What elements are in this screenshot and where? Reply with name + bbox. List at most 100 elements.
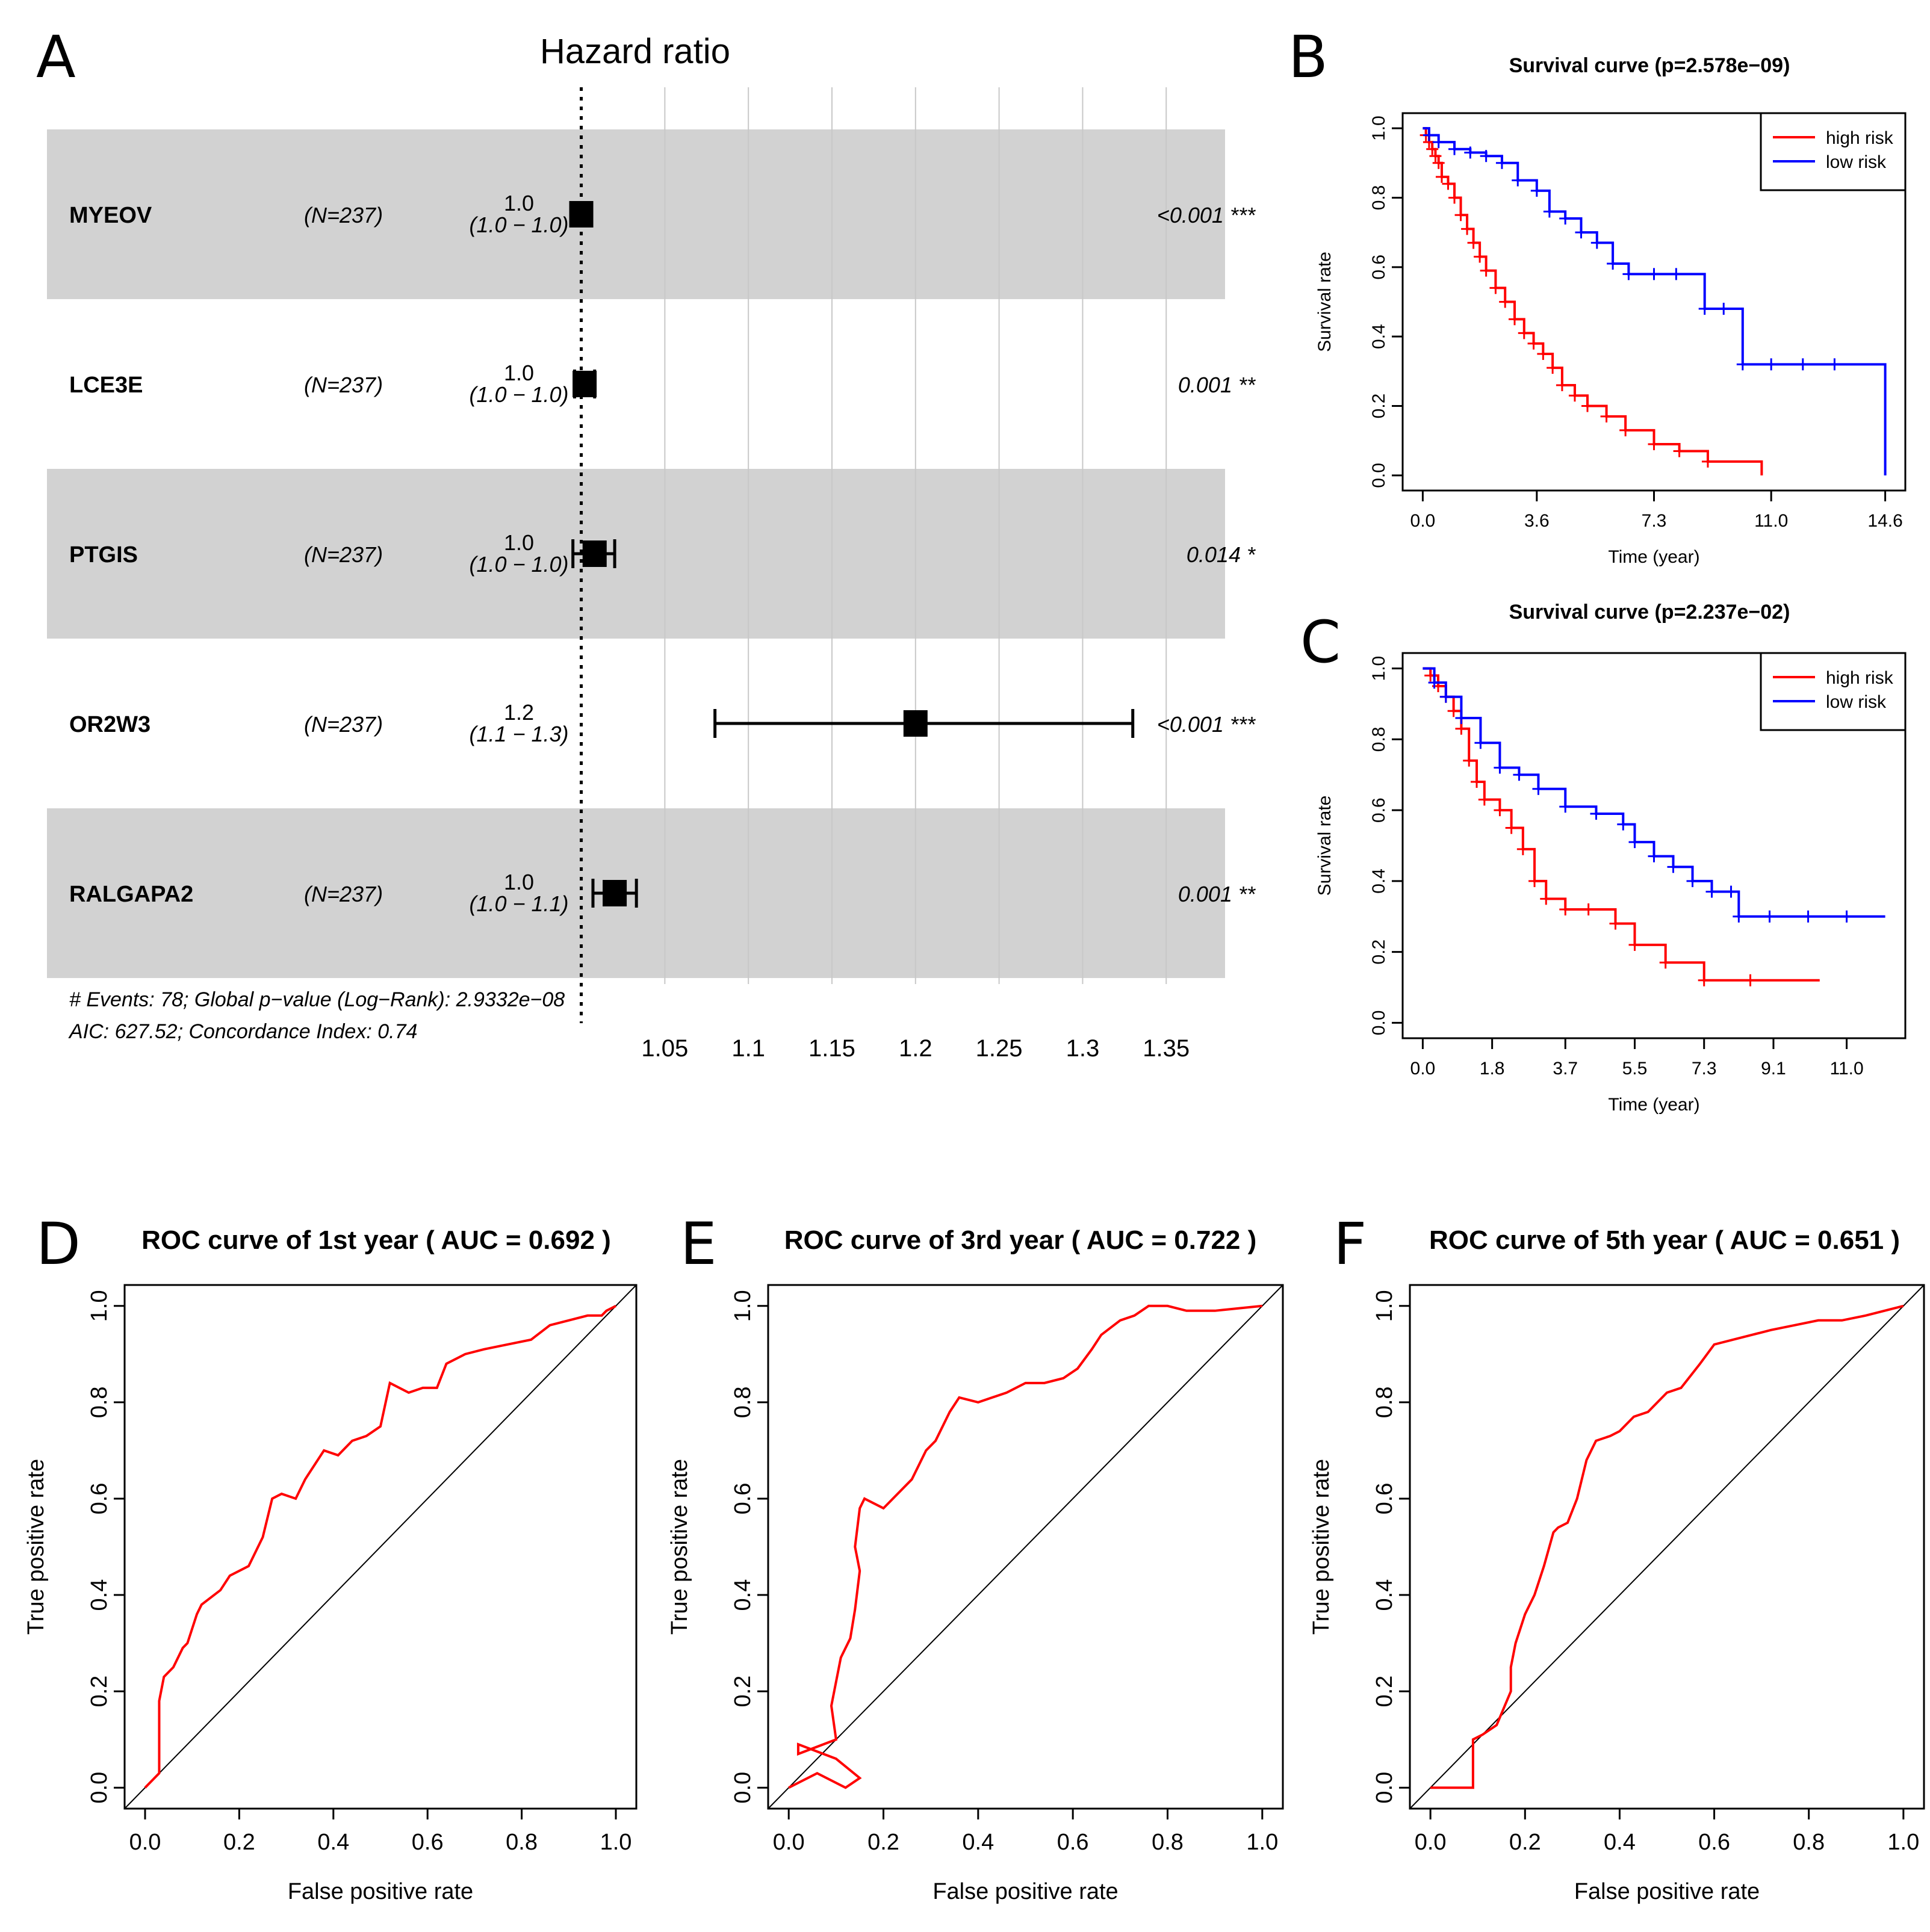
forest-gene-label: LCE3E [69, 373, 143, 398]
forest-title: Hazard ratio [540, 32, 730, 71]
y-tick-label: 0.2 [730, 1676, 756, 1708]
censor-mark [1590, 808, 1603, 820]
roc-diagonal-ext [124, 1787, 146, 1809]
forest-hr-marker [603, 880, 627, 906]
legend-label: low risk [1826, 692, 1887, 712]
censor-mark [1628, 938, 1641, 951]
censor-mark [1736, 358, 1749, 371]
x-tick-label: 0.4 [317, 1830, 349, 1855]
plot-title: ROC curve of 3rd year ( AUC = 0.722 ) [784, 1225, 1257, 1255]
censor-mark [1582, 903, 1595, 915]
censor-mark [1518, 327, 1530, 339]
censor-mark [1439, 690, 1452, 703]
forest-p-label: 0.001 ** [1178, 882, 1256, 906]
plot-frame [1401, 652, 1907, 1039]
forest-row: PTGIS (N=237) 1.0(1.0 − 1.0) 0.014 * [69, 530, 1256, 577]
x-tick-label: 0.2 [223, 1830, 255, 1855]
censor-mark [1547, 362, 1559, 374]
forest-x-tick-label: 1.1 [731, 1035, 765, 1062]
y-tick-label: 1.0 [730, 1290, 756, 1322]
panel-letter-c: C [1300, 608, 1341, 676]
forest-hr-marker [582, 540, 607, 567]
x-tick-label: 0.8 [506, 1830, 538, 1855]
censor-mark [1474, 737, 1487, 749]
censor-mark [1499, 296, 1512, 308]
panel-letter-e: E [680, 1210, 717, 1278]
censor-mark [1494, 761, 1506, 774]
roc-diagonal [144, 1305, 616, 1788]
forest-ci-label: (1.1 − 1.3) [469, 722, 568, 746]
x-tick-label: 1.8 [1480, 1059, 1505, 1079]
censor-mark [1513, 769, 1525, 781]
y-axis-label: Survival rate [1315, 252, 1335, 352]
y-tick-label: 0.2 [1369, 940, 1389, 965]
censor-mark [1686, 875, 1699, 887]
censor-mark [1698, 303, 1711, 315]
forest-p-label: 0.001 ** [1178, 373, 1256, 397]
censor-mark [1673, 445, 1686, 457]
censor-mark [1508, 313, 1521, 326]
forest-hr-marker [569, 201, 594, 228]
censor-mark [1530, 184, 1543, 197]
x-tick-label: 0.8 [1793, 1830, 1825, 1855]
x-tick-label: 0.0 [129, 1830, 161, 1855]
y-tick-label: 0.4 [1372, 1579, 1397, 1611]
legend-box [1760, 112, 1907, 191]
censor-mark [1590, 237, 1603, 249]
censor-mark [1840, 910, 1853, 923]
forest-hr-label: 1.0 [504, 361, 534, 385]
x-tick-label: 0.4 [1604, 1830, 1636, 1855]
censor-mark [1527, 337, 1540, 350]
forest-p-label: <0.001 *** [1157, 203, 1256, 228]
censor-mark [1744, 974, 1757, 986]
censor-mark [1648, 850, 1660, 862]
survival-plot-c: Survival curve (p=2.237e−02) 0.0 1.8 3.7 5.5… [1315, 601, 1907, 1115]
censor-mark [1442, 178, 1454, 190]
y-tick-label: 0.2 [1372, 1676, 1397, 1708]
forest-x-tick-label: 1.2 [899, 1035, 932, 1062]
roc-diagonal-ext [1903, 1284, 1925, 1307]
forest-row: RALGAPA2 (N=237) 1.0(1.0 − 1.1) 0.001 ** [69, 870, 1256, 916]
censor-mark [1725, 885, 1737, 898]
y-tick-label: 0.4 [730, 1579, 756, 1611]
censor-mark [1455, 722, 1468, 735]
y-tick-label: 0.6 [87, 1483, 112, 1515]
y-tick-label: 1.0 [87, 1290, 112, 1322]
forest-p-label: 0.014 * [1187, 542, 1256, 567]
forest-hr-label: 1.2 [504, 700, 534, 725]
censor-mark [1733, 910, 1745, 923]
x-axis-label: False positive rate [932, 1879, 1118, 1904]
legend-label: high risk [1826, 668, 1894, 688]
forest-footnote-events: # Events: 78; Global p−value (Log−Rank):… [69, 988, 565, 1011]
y-tick-label: 0.0 [1369, 463, 1389, 488]
censor-mark [1448, 143, 1461, 155]
forest-n-label: (N=237) [304, 712, 383, 737]
x-tick-label: 0.8 [1152, 1830, 1184, 1855]
forest-row-band [47, 129, 1225, 299]
series-line [1423, 127, 1763, 475]
forest-n-label: (N=237) [304, 542, 383, 567]
y-tick-label: 1.0 [1372, 1290, 1397, 1322]
forest-p-label: <0.001 *** [1157, 712, 1256, 737]
y-tick-label: 0.4 [87, 1579, 112, 1611]
censor-mark [1455, 712, 1468, 725]
censor-mark [1802, 910, 1814, 923]
censor-mark [1559, 800, 1572, 813]
censor-mark [1429, 150, 1442, 163]
x-tick-label: 3.7 [1553, 1059, 1578, 1079]
forest-gene-label: PTGIS [69, 542, 138, 568]
roc-plot-e: ROC curve of 3rd year ( AUC = 0.722 ) 0.0… [667, 1225, 1284, 1904]
censor-mark [1698, 974, 1710, 986]
censor-mark [1659, 956, 1672, 969]
x-tick-label: 1.0 [1246, 1830, 1278, 1855]
forest-x-tick-label: 1.05 [641, 1035, 688, 1062]
x-axis-label: Time (year) [1608, 547, 1699, 567]
censor-mark [1670, 268, 1683, 280]
series-line [788, 1304, 1263, 1789]
forest-hr-marker [572, 371, 597, 397]
plot-frame [767, 1284, 1284, 1810]
censor-mark [1619, 424, 1632, 436]
x-tick-label: 1.0 [600, 1830, 632, 1855]
plot-title: Survival curve (p=2.578e−09) [1509, 54, 1790, 77]
censor-mark [1478, 793, 1491, 806]
